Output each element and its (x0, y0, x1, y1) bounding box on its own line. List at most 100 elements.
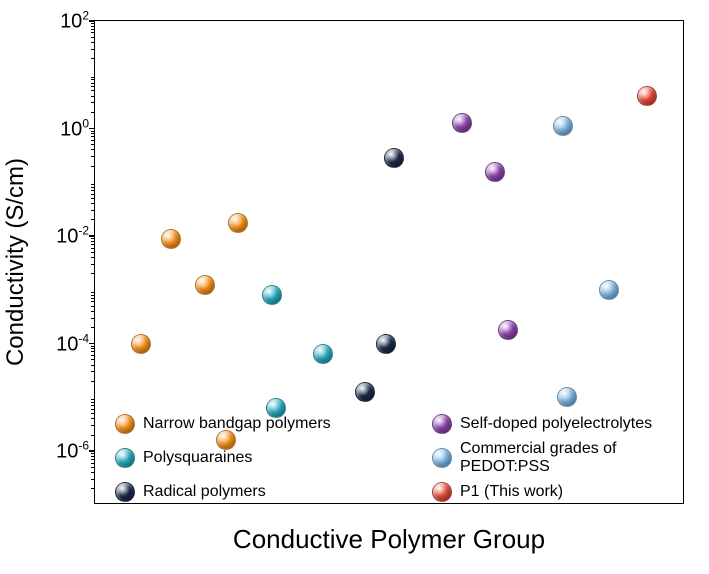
y-tick-label: 102 (60, 9, 89, 34)
y-tick-minor (91, 144, 95, 145)
y-tick-minor (91, 399, 95, 400)
y-tick-minor (91, 264, 95, 265)
y-tick-minor (91, 301, 95, 302)
y-tick-minor (91, 371, 95, 372)
y-tick-minor (91, 49, 95, 50)
y-tick-minor (91, 456, 95, 457)
y-tick-minor (91, 194, 95, 195)
y-tick-minor (91, 238, 95, 239)
y-tick (89, 343, 95, 345)
y-tick-minor (91, 58, 95, 59)
y-tick-minor (91, 26, 95, 27)
y-tick (89, 20, 95, 22)
y-tick-minor (91, 210, 95, 211)
y-tick-minor (91, 37, 95, 38)
data-point (313, 344, 333, 364)
y-tick-minor (91, 156, 95, 157)
y-tick-minor (91, 459, 95, 460)
legend-item: Self-doped polyelectrolytes (432, 414, 709, 434)
legend-item: Narrow bandgap polymers (115, 414, 392, 434)
y-tick-minor (91, 83, 95, 84)
y-tick-minor (91, 355, 95, 356)
y-tick-minor (91, 190, 95, 191)
y-tick-label: 10-2 (56, 224, 89, 249)
data-point (262, 285, 282, 305)
y-tick-minor (91, 187, 95, 188)
y-tick-minor (91, 79, 95, 80)
y-tick-minor (91, 149, 95, 150)
data-point (161, 229, 181, 249)
y-tick-minor (91, 29, 95, 30)
y-tick-minor (91, 133, 95, 134)
y-tick-label: 10-4 (56, 331, 89, 356)
legend-label: Commercial grades of PEDOT:PSS (460, 440, 709, 476)
y-tick-minor (91, 298, 95, 299)
y-tick-minor (91, 463, 95, 464)
y-tick-minor (91, 140, 95, 141)
y-tick-minor (91, 203, 95, 204)
legend-label: Narrow bandgap polymers (143, 415, 331, 433)
y-tick-minor (91, 184, 95, 185)
data-point (557, 387, 577, 407)
y-tick-minor (91, 248, 95, 249)
legend-label: P1 (This work) (460, 483, 563, 501)
y-tick-minor (91, 413, 95, 414)
y-tick-minor (91, 405, 95, 406)
y-tick-minor (91, 402, 95, 403)
data-point (131, 334, 151, 354)
y-tick-minor (91, 252, 95, 253)
data-point (553, 116, 573, 136)
data-point (452, 113, 472, 133)
data-point (355, 382, 375, 402)
y-tick-minor (91, 198, 95, 199)
legend: Narrow bandgap polymers Self-doped polyel… (115, 414, 709, 502)
legend-item: Commercial grades of PEDOT:PSS (432, 440, 709, 476)
y-tick-minor (91, 292, 95, 293)
legend-swatch (115, 482, 135, 502)
y-tick-minor (91, 359, 95, 360)
y-tick-label: 100 (60, 116, 89, 141)
y-tick-minor (91, 241, 95, 242)
y-tick-minor (91, 425, 95, 426)
y-tick-minor (91, 348, 95, 349)
y-tick-minor (91, 257, 95, 258)
y-tick-minor (91, 102, 95, 103)
y-tick-label: 10-6 (56, 439, 89, 464)
y-tick-minor (91, 306, 95, 307)
data-point (228, 213, 248, 233)
y-tick-minor (91, 112, 95, 113)
y-tick-minor (91, 295, 95, 296)
y-tick-minor (91, 23, 95, 24)
y-tick-minor (91, 136, 95, 137)
y-tick-minor (91, 42, 95, 43)
y-tick-minor (91, 166, 95, 167)
y-tick-minor (91, 327, 95, 328)
y-tick-minor (91, 479, 95, 480)
y-tick-minor (91, 381, 95, 382)
y-tick-minor (91, 472, 95, 473)
legend-item: Polysquaraines (115, 440, 392, 476)
y-tick-minor (91, 32, 95, 33)
y-tick-minor (91, 77, 95, 78)
y-tick-minor (91, 467, 95, 468)
y-tick-minor (91, 365, 95, 366)
legend-swatch (432, 482, 452, 502)
legend-item: Radical polymers (115, 482, 392, 502)
data-point (485, 162, 505, 182)
y-tick-minor (91, 453, 95, 454)
legend-swatch (432, 414, 452, 434)
y-tick-minor (91, 311, 95, 312)
scatter-figure: 10-610-410-2100102 Conductivity (S/cm) C… (0, 0, 709, 574)
data-point (376, 334, 396, 354)
y-tick-minor (91, 418, 95, 419)
legend-swatch (115, 414, 135, 434)
y-tick (89, 450, 95, 452)
legend-label: Polysquaraines (143, 449, 252, 467)
legend-item: P1 (This work) (432, 482, 709, 502)
y-tick-minor (91, 409, 95, 410)
y-tick-minor (91, 318, 95, 319)
y-tick-minor (91, 86, 95, 87)
legend-label: Radical polymers (143, 483, 266, 501)
y-tick-minor (91, 346, 95, 347)
y-tick (89, 235, 95, 237)
